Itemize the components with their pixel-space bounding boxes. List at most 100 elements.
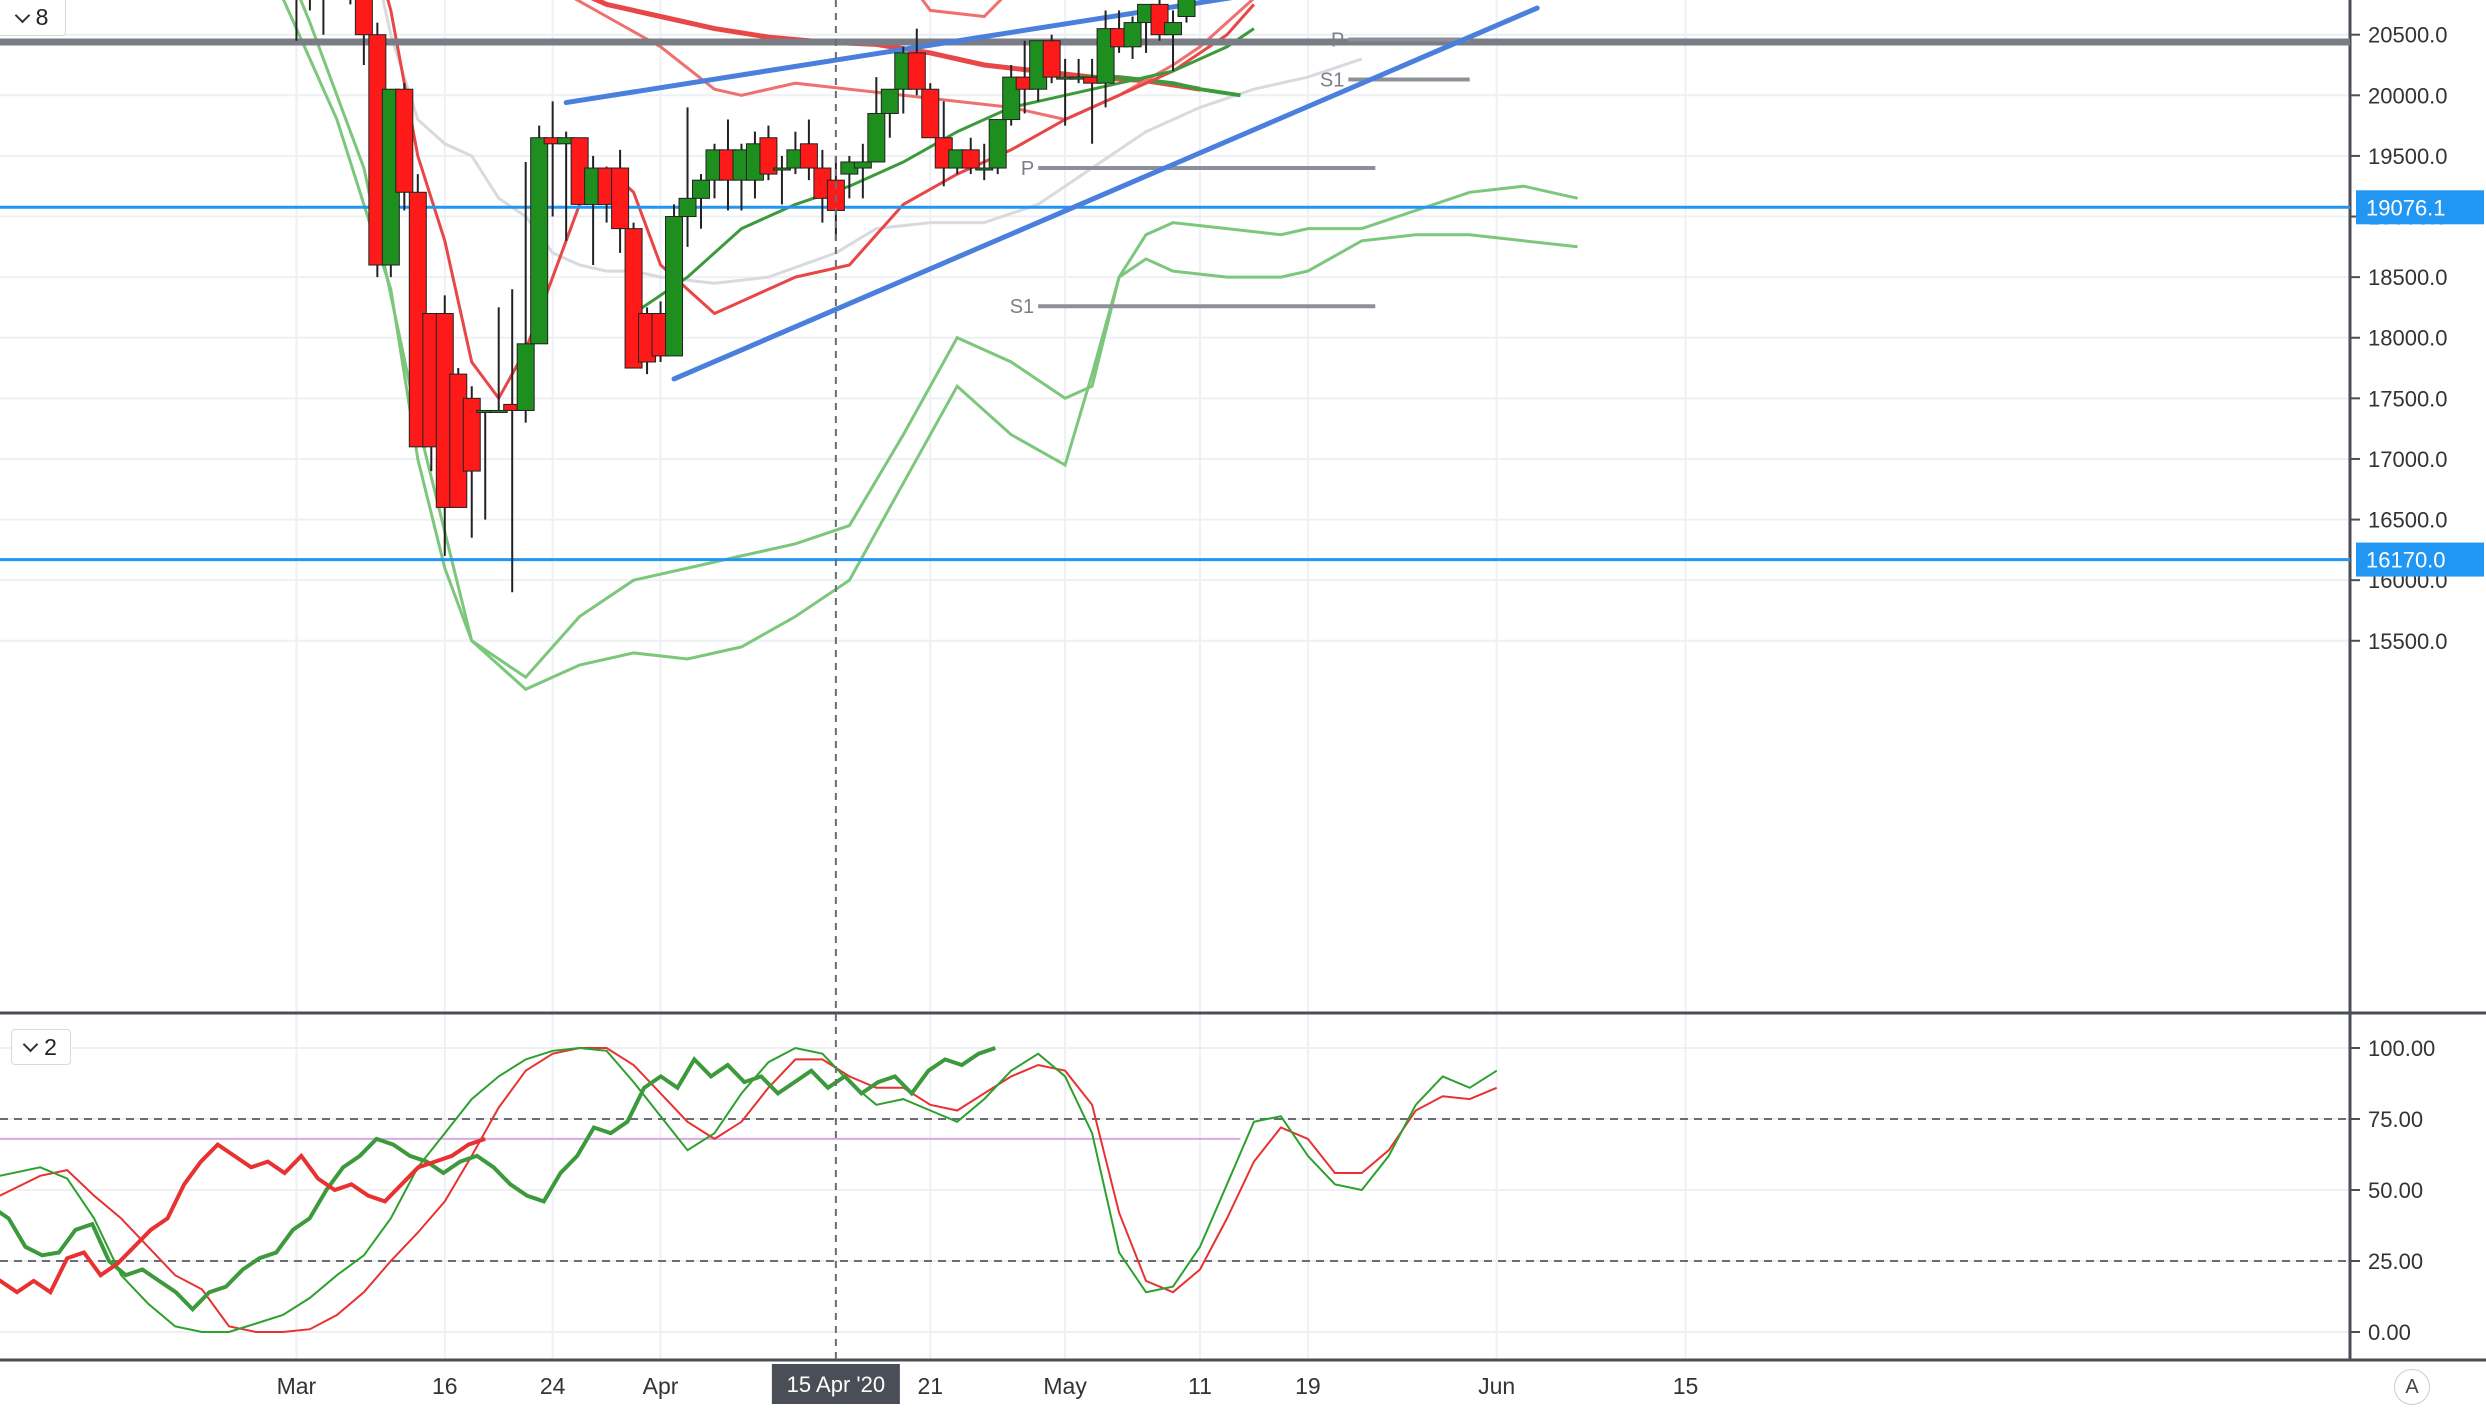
candle-body — [692, 179, 711, 199]
oscillator-indicator-count: 2 — [44, 1033, 57, 1060]
candle-body — [611, 167, 630, 230]
oscillator-tick-label: 50.00 — [2368, 1178, 2423, 1203]
candle — [1002, 64, 1021, 126]
candle-body — [1164, 22, 1183, 36]
candle-body — [853, 161, 872, 169]
candle — [530, 125, 549, 345]
candle — [988, 119, 1007, 175]
candle — [759, 125, 778, 181]
candle — [880, 88, 899, 138]
candle — [381, 88, 400, 278]
candle-body — [921, 88, 940, 139]
price-tag-label: 19076.1 — [2366, 195, 2446, 220]
candle — [651, 301, 670, 362]
main-indicator-count: 8 — [35, 4, 49, 30]
candle-body — [462, 397, 481, 472]
chevron-down-icon — [22, 1036, 39, 1053]
candle-body — [975, 167, 994, 171]
candle — [1096, 10, 1115, 108]
price-tag-label: 16170.0 — [2366, 548, 2446, 573]
candle — [1015, 40, 1034, 114]
candle-body — [1096, 28, 1115, 84]
rsi-red-line — [0, 1137, 486, 1296]
candle-body — [799, 143, 818, 169]
pivot-label: S1 — [1010, 296, 1034, 318]
candle-body — [988, 119, 1007, 169]
time-tick-label: 11 — [1188, 1373, 1212, 1399]
candle — [516, 161, 535, 423]
candle — [907, 28, 926, 96]
time-tick-label: 15 — [1673, 1373, 1699, 1399]
fast-ema-green — [632, 27, 1255, 315]
candle-body — [1123, 22, 1142, 48]
candle — [584, 155, 603, 266]
candle — [295, 0, 298, 41]
time-tick-label: May — [1043, 1373, 1087, 1399]
candle — [395, 83, 414, 211]
price-tick-label: 18000.0 — [2368, 326, 2448, 351]
time-tick-label: Apr — [643, 1373, 679, 1399]
candle — [948, 149, 967, 175]
price-tick-label: 20000.0 — [2368, 83, 2448, 108]
crosshair — [834, 0, 837, 1360]
pivot-levels: R1PS1R1PS1 — [1010, 30, 1470, 318]
candle — [772, 155, 791, 205]
price-tick-label: 17000.0 — [2368, 447, 2448, 472]
price-tick-label: 19500.0 — [2368, 144, 2448, 169]
candle-body — [665, 216, 684, 357]
candle — [611, 149, 630, 253]
candle — [435, 295, 454, 556]
candle-body — [530, 137, 549, 345]
crosshair-date-tag — [771, 1364, 900, 1404]
time-tick-label: Jun — [1478, 1373, 1515, 1399]
candle-body — [1150, 3, 1169, 36]
rsi-green-line — [0, 1046, 996, 1313]
candle — [840, 155, 859, 199]
crosshair-date-label: 15 Apr '20 — [787, 1372, 885, 1397]
indicator-overlays — [282, 0, 1578, 692]
trendline — [563, 0, 1233, 106]
candle — [624, 222, 643, 369]
price-tick-label: 20500.0 — [2368, 23, 2448, 48]
trendline — [671, 5, 1540, 382]
candle-body — [1177, 0, 1196, 18]
candle — [853, 143, 872, 199]
candle-body — [516, 343, 535, 411]
candles — [295, 0, 1196, 593]
candle — [354, 0, 373, 65]
time-tick-label: 21 — [917, 1373, 943, 1399]
price-tick-label: 17500.0 — [2368, 386, 2448, 411]
stochastic-d-line — [0, 1047, 1498, 1333]
candle — [705, 143, 724, 199]
auto-scale-button[interactable]: A — [2394, 1369, 2430, 1405]
time-axis[interactable]: Mar 16 24 Apr 21 May 11 19 Jun 15 15 Apr '20 — [277, 1364, 1699, 1404]
pivot-label: P — [1021, 158, 1034, 180]
oscillator-tick-label: 100.00 — [2368, 1036, 2435, 1061]
candle — [692, 174, 711, 229]
candle-body — [961, 149, 980, 169]
candle — [799, 119, 818, 181]
candle — [462, 386, 481, 538]
candle — [732, 143, 751, 211]
trendlines[interactable] — [563, 0, 1540, 382]
candle — [322, 0, 325, 35]
candle-body — [867, 112, 886, 163]
candle — [489, 307, 508, 413]
main-pane-indicators-toggle[interactable]: 8 — [0, 0, 66, 36]
oscillator-tick-label: 75.00 — [2368, 1107, 2423, 1132]
oscillator-pane-indicators-toggle[interactable]: 2 — [11, 1029, 71, 1065]
candle-body — [489, 409, 508, 413]
candle-body — [1002, 76, 1021, 121]
time-tick-label: 16 — [432, 1373, 458, 1399]
candle-body — [880, 88, 899, 114]
candle — [745, 131, 764, 199]
candle — [1177, 0, 1196, 23]
candle — [786, 131, 805, 175]
time-tick-label: 19 — [1295, 1373, 1321, 1399]
candle-body — [395, 88, 414, 193]
price-tags: 23123.822787.521280.512:33:2319076.11617… — [2356, 190, 2484, 577]
oscillator-pane — [0, 1046, 2350, 1333]
candle-body — [759, 137, 778, 175]
candle — [368, 22, 387, 278]
